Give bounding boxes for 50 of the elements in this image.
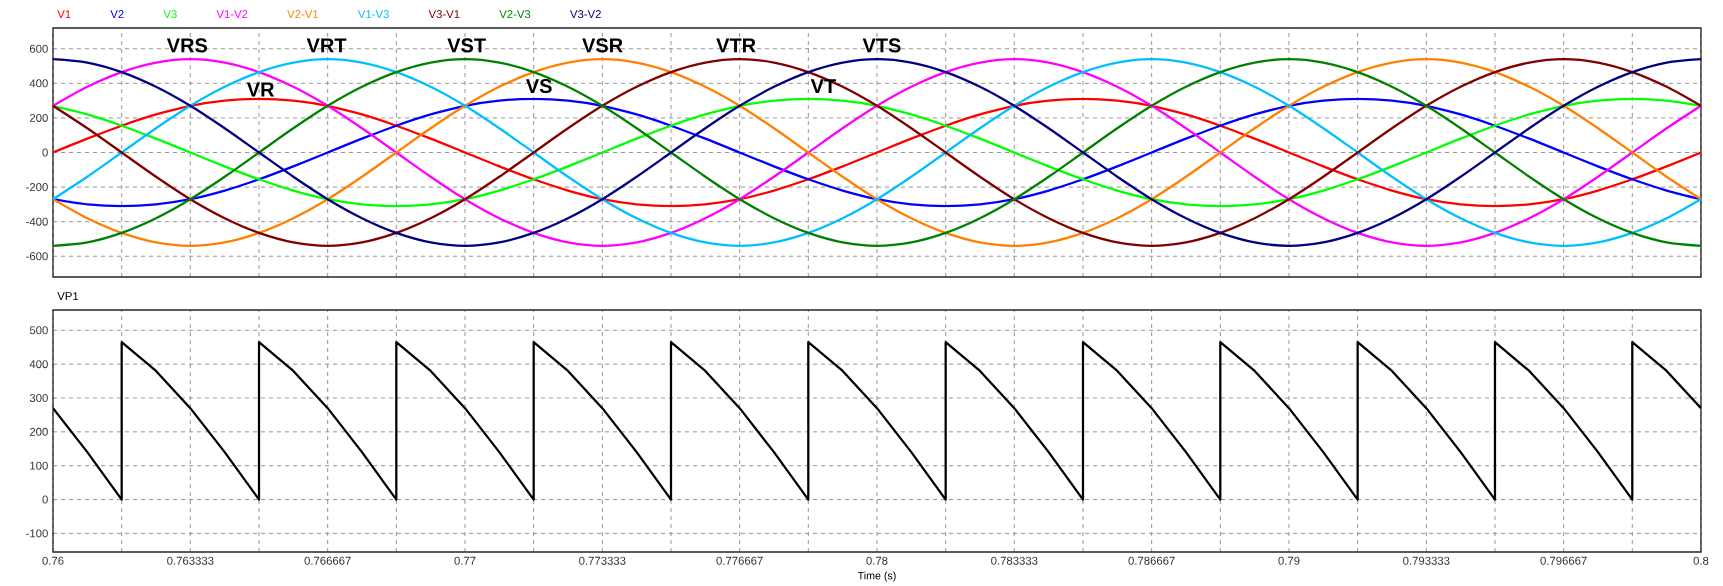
line-series [53,57,1701,248]
annotation: VST [447,38,486,53]
x-tick-label: 0.783333 [991,556,1038,565]
x-tick-label: 0.796667 [1540,556,1587,565]
text: V1-V2 [216,10,248,18]
y-tick-label: 300 [29,394,48,403]
annotation: VRS [166,38,208,53]
y-tick-label: -100 [26,529,48,538]
text: V3-V2 [570,10,601,19]
line-series [53,341,1701,501]
annotation: VTR [716,38,756,53]
annotation: VS [525,78,552,94]
line-series [53,97,1701,208]
x-tick-label: 0.793333 [1403,556,1450,565]
text: V2-V3 [499,10,531,19]
y-tick-label: -600 [26,252,48,261]
x-tick-label: 0.78 [866,556,888,565]
y-tick-label: 600 [29,44,48,53]
annotation: VTS [862,38,901,53]
y-tick-label: 200 [29,113,48,122]
y-tick-label: -400 [26,217,48,226]
annotation: VSR [582,38,623,53]
text: V2-V1 [287,10,319,18]
x-tick-label: 0.776667 [716,556,763,565]
y-tick-label: 200 [29,427,48,436]
annotation: VRT [306,38,347,53]
x-tick-label: 0.79 [1278,556,1300,565]
x-axis-title: Time (s) [857,571,896,582]
text: V1 [57,10,71,18]
y-tick-label: 0 [42,148,48,157]
y-tick-label: 400 [29,79,48,88]
y-tick-label: 400 [29,360,48,369]
y-tick-label: 0 [42,495,48,504]
y-tick-label: 500 [29,326,48,335]
text: V3 [163,10,177,19]
annotation: VT [810,79,836,93]
text: V2 [110,10,124,18]
y-tick-label: -200 [26,183,48,192]
text: VP1 [57,292,79,300]
x-tick-label: 0.8 [1693,556,1709,565]
text: V1-V3 [357,10,389,19]
x-tick-label: 0.766667 [304,556,351,565]
text: V3-V1 [428,10,460,19]
x-tick-label: 0.773333 [579,556,626,565]
x-tick-label: 0.77 [454,556,476,565]
annotation: VR [246,82,275,97]
x-tick-label: 0.786667 [1128,556,1175,565]
x-tick-label: 0.76 [42,556,64,565]
x-tick-label: 0.763333 [167,556,214,565]
y-tick-label: 100 [30,461,48,470]
